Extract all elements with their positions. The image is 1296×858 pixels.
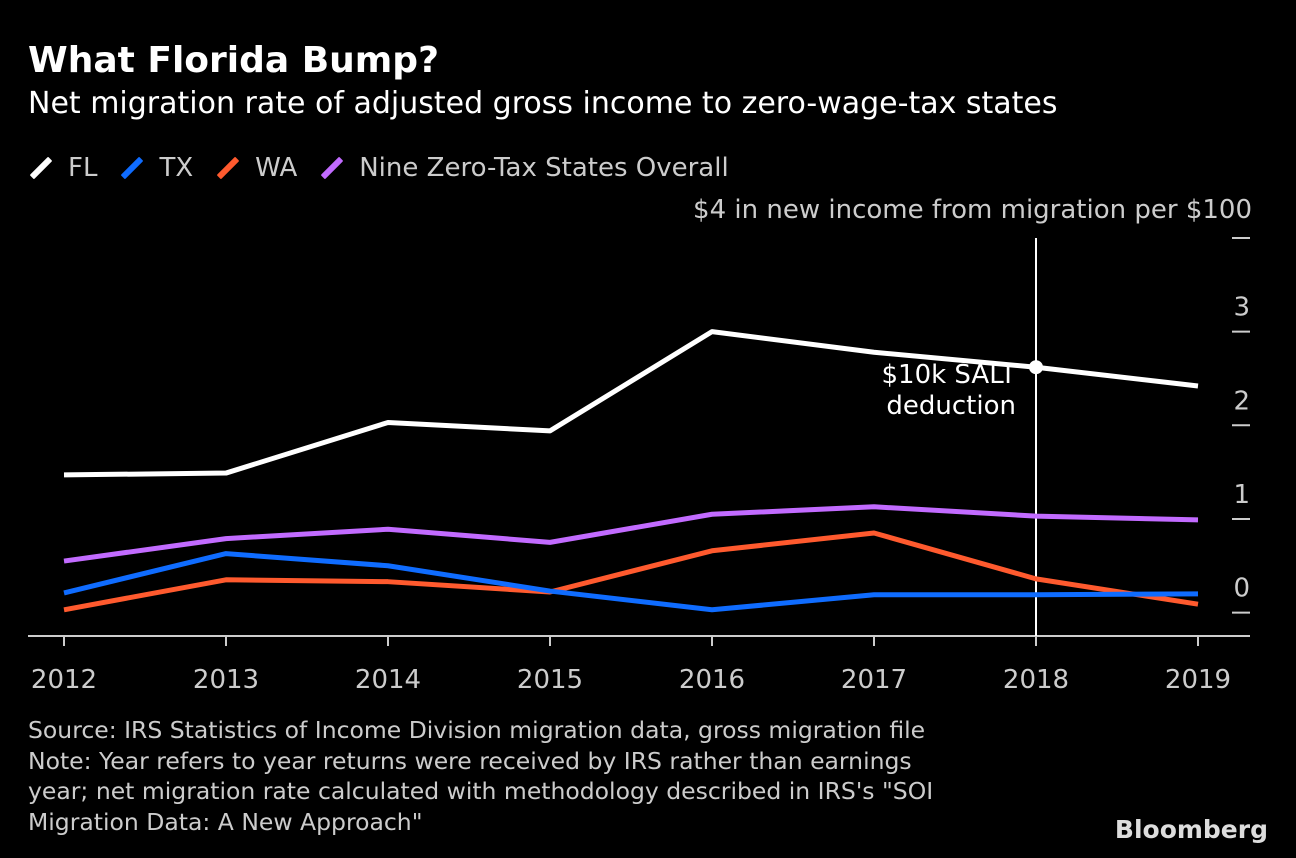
legend-item-fl: FL (28, 153, 97, 183)
source-text: Source: IRS Statistics of Income Divisio… (28, 716, 926, 744)
x-tick-label: 2017 (841, 665, 907, 695)
y-tick-label: 2 (1233, 386, 1250, 416)
note-text-line-3: Migration Data: A New Approach" (28, 807, 423, 836)
series-line-tx (63, 551, 1199, 613)
y-tick-label: 0 (1233, 574, 1250, 604)
x-tick-label: 2015 (517, 665, 583, 695)
series-line-nine-zero-tax-states-overall (63, 504, 1199, 564)
y-axis-unit-label: $4 in new income from migration per $100 (693, 195, 1252, 225)
annotation-text-line-2: deduction (886, 391, 1016, 421)
legend-label-fl: FL (68, 153, 98, 183)
bloomberg-logo: Bloomberg (1114, 815, 1268, 844)
x-tick-label: 2018 (1003, 665, 1069, 695)
note-text-line-2: year; net migration rate calculated with… (28, 777, 934, 805)
series-line-wa (63, 530, 1199, 613)
legend-item-tx: TX (119, 153, 193, 183)
y-tick-label: 3 (1233, 293, 1250, 323)
legend-item-overall: Nine Zero-Tax States Overall (319, 153, 729, 183)
annotation-text-line-1: $10k SALT (881, 360, 1016, 390)
legend-item-wa: WA (215, 153, 297, 183)
series-line-fl (63, 329, 1199, 478)
x-tick-label: 2014 (355, 665, 421, 695)
note-text-line-1: Note: Year refers to year returns were r… (28, 746, 912, 775)
legend-label-wa: WA (255, 153, 298, 183)
legend-label-overall: Nine Zero-Tax States Overall (359, 153, 729, 183)
chart-title: What Florida Bump? (28, 40, 439, 81)
chart-subtitle: Net migration rate of adjusted gross inc… (28, 86, 1058, 121)
annotation-marker (1029, 360, 1043, 375)
y-tick-label: 1 (1233, 480, 1250, 510)
legend: FL TX WA Nine Zero-Tax States Overall (28, 150, 751, 186)
footnote: Source: IRS Statistics of Income Divisio… (28, 715, 1028, 837)
x-tick-label: 2013 (193, 665, 259, 695)
x-tick-label: 2012 (31, 665, 97, 695)
x-tick-label: 2016 (679, 665, 745, 695)
legend-label-tx: TX (159, 153, 194, 183)
x-tick-label: 2019 (1165, 665, 1231, 695)
